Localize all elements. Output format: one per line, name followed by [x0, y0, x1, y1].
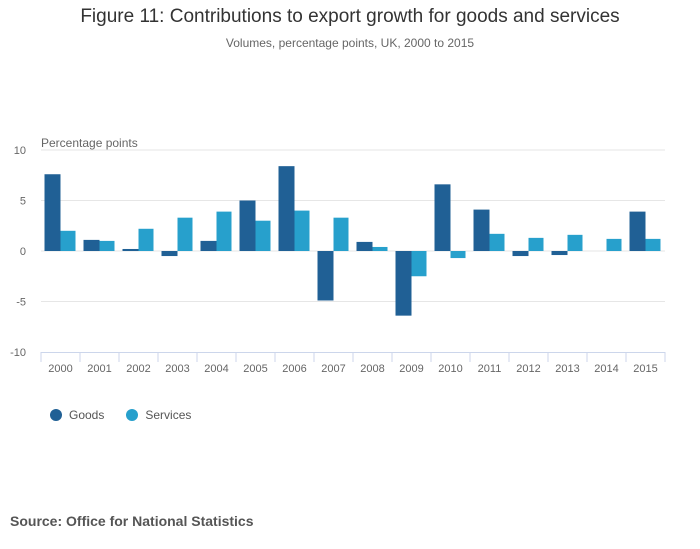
x-tick-label: 2000 [48, 363, 72, 375]
x-tick-label: 2008 [360, 363, 384, 375]
bar-goods-2011[interactable] [473, 209, 490, 251]
y-tick-label: 10 [14, 145, 26, 157]
bar-goods-2003[interactable] [161, 251, 178, 257]
legend-label-services: Services [145, 408, 192, 422]
source-note: Source: Office for National Statistics [10, 513, 254, 529]
bar-services-2002[interactable] [138, 228, 154, 251]
x-tick-label: 2006 [282, 363, 306, 375]
bar-services-2007[interactable] [333, 217, 349, 251]
bar-goods-2012[interactable] [512, 251, 529, 257]
bar-services-2008[interactable] [372, 246, 388, 251]
y-tick-label: 0 [20, 246, 26, 258]
y-axis-label: Percentage points [41, 136, 138, 150]
y-tick-label: 5 [20, 196, 26, 208]
bar-goods-2006[interactable] [278, 166, 295, 251]
bar-services-2014[interactable] [606, 238, 622, 251]
bar-goods-2000[interactable] [44, 174, 61, 251]
x-tick-label: 2009 [399, 363, 423, 375]
legend: Goods Services [50, 408, 213, 422]
x-tick-label: 2014 [594, 363, 618, 375]
y-tick-label: -10 [10, 347, 26, 359]
bar-services-2013[interactable] [567, 234, 583, 251]
bar-goods-2010[interactable] [434, 184, 451, 251]
x-tick-label: 2015 [633, 363, 657, 375]
bar-services-2005[interactable] [255, 220, 271, 251]
bar-goods-2005[interactable] [239, 200, 256, 252]
goods-swatch-icon [50, 409, 62, 421]
bar-goods-2008[interactable] [356, 241, 373, 251]
bar-goods-2015[interactable] [629, 211, 646, 251]
bar-services-2015[interactable] [645, 238, 661, 251]
x-tick-label: 2005 [243, 363, 267, 375]
bar-goods-2009[interactable] [395, 251, 412, 316]
x-tick-label: 2003 [165, 363, 189, 375]
bar-services-2003[interactable] [177, 217, 193, 251]
x-tick-label: 2004 [204, 363, 228, 375]
bar-goods-2013[interactable] [551, 251, 568, 256]
bar-services-2012[interactable] [528, 237, 544, 251]
bar-services-2004[interactable] [216, 211, 232, 251]
x-tick-label: 2012 [516, 363, 540, 375]
y-tick-label: -5 [16, 297, 26, 309]
bar-goods-2007[interactable] [317, 251, 334, 301]
bar-chart: Percentage points 10 5 0 -5 -10 2000 2001 2002… [10, 136, 666, 375]
bar-goods-2002[interactable] [122, 248, 139, 251]
bar-services-2010[interactable] [450, 251, 466, 259]
x-tick-label: 2013 [555, 363, 579, 375]
bar-services-2009[interactable] [411, 251, 427, 277]
services-swatch-icon [126, 409, 139, 421]
chart-subtitle: Volumes, percentage points, UK, 2000 to … [225, 36, 475, 50]
bar-goods-2004[interactable] [200, 240, 217, 251]
legend-label-goods: Goods [69, 408, 105, 422]
legend-item-goods[interactable]: Goods [50, 408, 104, 422]
chart-title: Figure 11: Contributions to export growt… [80, 6, 620, 27]
bar-services-2000[interactable] [60, 230, 76, 251]
x-tick-label: 2001 [87, 363, 111, 375]
x-tick-label: 2002 [126, 363, 150, 375]
bar-goods-2001[interactable] [83, 239, 100, 251]
bar-services-2006[interactable] [294, 210, 310, 251]
bar-services-2001[interactable] [99, 240, 115, 251]
legend-item-services[interactable]: Services [126, 408, 191, 422]
bar-services-2011[interactable] [489, 233, 505, 251]
x-tick-label: 2007 [321, 363, 345, 375]
x-tick-label: 2010 [438, 363, 462, 375]
x-tick-label: 2011 [478, 363, 502, 375]
